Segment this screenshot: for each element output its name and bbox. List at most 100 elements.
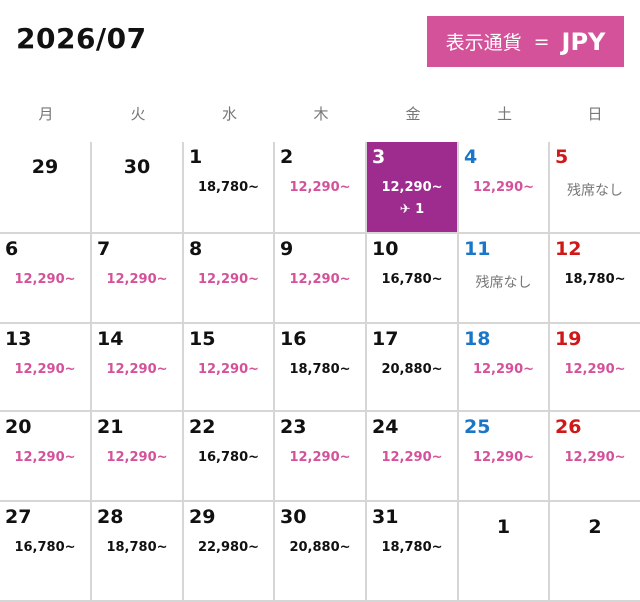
day-number: 27 xyxy=(5,506,32,528)
day-number: 23 xyxy=(280,416,307,438)
day-number: 10 xyxy=(372,238,399,260)
fare-price: 16,780~ xyxy=(381,272,443,287)
day-number: 2 xyxy=(588,516,602,538)
day-number: 6 xyxy=(5,238,19,260)
day-cell[interactable]: 13 12,290~ xyxy=(0,324,92,412)
fare-price: 12,290~ xyxy=(106,450,168,465)
currency-label: 表示通貨 xyxy=(445,32,522,54)
sold-out-label: 残席なし xyxy=(567,183,623,199)
day-cell[interactable]: 4 12,290~ xyxy=(459,142,550,234)
flight-count: ✈ 1 xyxy=(399,202,425,217)
day-number: 19 xyxy=(555,328,582,350)
day-cell[interactable]: 23 12,290~ xyxy=(275,412,367,502)
day-cell[interactable]: 6 12,290~ xyxy=(0,234,92,324)
day-number: 31 xyxy=(372,506,399,528)
day-cell[interactable]: 29 22,980~ xyxy=(184,502,275,602)
day-cell[interactable]: 8 12,290~ xyxy=(184,234,275,324)
day-cell: 1 xyxy=(459,502,550,602)
fare-price: 12,290~ xyxy=(381,450,443,465)
day-number: 12 xyxy=(555,238,582,260)
day-number: 22 xyxy=(189,416,216,438)
fare-price: 12,290~ xyxy=(472,450,535,465)
fare-price: 12,290~ xyxy=(106,272,168,287)
fare-price: 12,290~ xyxy=(106,362,168,377)
day-cell[interactable]: 11 残席なし xyxy=(459,234,550,324)
day-cell[interactable]: 9 12,290~ xyxy=(275,234,367,324)
day-number: 29 xyxy=(31,156,59,178)
day-number: 11 xyxy=(464,238,491,260)
day-cell[interactable]: 24 12,290~ xyxy=(367,412,459,502)
day-cell[interactable]: 14 12,290~ xyxy=(92,324,184,412)
day-cell[interactable]: 19 12,290~ xyxy=(550,324,640,412)
day-cell[interactable]: 12 18,780~ xyxy=(550,234,640,324)
fare-price: 18,780~ xyxy=(289,362,351,377)
day-number: 1 xyxy=(496,516,511,538)
calendar-header: 2026/07 表示通貨 = JPY xyxy=(0,0,640,84)
weekday-label: 金 xyxy=(405,104,421,123)
fare-price: 12,290~ xyxy=(197,362,260,377)
day-cell[interactable]: 30 20,880~ xyxy=(275,502,367,602)
fare-price: 12,290~ xyxy=(472,180,535,195)
fare-price: 20,880~ xyxy=(289,540,351,555)
fare-price: 12,290~ xyxy=(564,450,626,465)
day-cell[interactable]: 15 12,290~ xyxy=(184,324,275,412)
month-title: 2026/07 xyxy=(16,22,147,55)
day-cell[interactable]: 26 12,290~ xyxy=(550,412,640,502)
calendar-grid: 29 30 1 18,780~ 2 12,290~ 3 12,290~ ✈ 1 4 12,290~ 5… xyxy=(0,142,640,602)
day-cell[interactable]: 22 16,780~ xyxy=(184,412,275,502)
day-number: 5 xyxy=(555,146,569,168)
day-number: 7 xyxy=(97,238,111,260)
day-number: 28 xyxy=(97,506,124,528)
weekday-label: 火 xyxy=(130,104,146,123)
day-cell[interactable]: 20 12,290~ xyxy=(0,412,92,502)
day-number: 25 xyxy=(464,416,491,438)
day-cell[interactable]: 10 16,780~ xyxy=(367,234,459,324)
day-cell[interactable]: 2 12,290~ xyxy=(275,142,367,234)
fare-price: 16,780~ xyxy=(197,450,260,465)
fare-price: 12,290~ xyxy=(14,450,76,465)
sold-out-label: 残席なし xyxy=(475,275,532,291)
day-cell[interactable]: 7 12,290~ xyxy=(92,234,184,324)
fare-price: 18,780~ xyxy=(197,180,260,195)
fare-price: 12,290~ xyxy=(14,272,76,287)
day-cell[interactable]: 27 16,780~ xyxy=(0,502,92,602)
day-number: 29 xyxy=(189,506,216,528)
day-number: 18 xyxy=(464,328,491,350)
weekday-label: 水 xyxy=(221,104,237,123)
day-number: 15 xyxy=(189,328,216,350)
day-number: 2 xyxy=(280,146,294,168)
weekday-header-row: 月火水木金土日 xyxy=(0,84,640,142)
fare-price: 12,290~ xyxy=(472,362,535,377)
currency-button[interactable]: 表示通貨 = JPY xyxy=(427,16,624,67)
day-number: 3 xyxy=(372,146,386,168)
day-number: 20 xyxy=(5,416,32,438)
day-cell: 30 xyxy=(92,142,184,234)
day-number: 4 xyxy=(464,146,478,168)
day-cell[interactable]: 18 12,290~ xyxy=(459,324,550,412)
day-number: 30 xyxy=(280,506,307,528)
fare-price: 18,780~ xyxy=(381,540,443,555)
day-cell[interactable]: 5 残席なし xyxy=(550,142,640,234)
day-cell[interactable]: 28 18,780~ xyxy=(92,502,184,602)
fare-price: 12,290~ xyxy=(197,272,260,287)
fare-price: 12,290~ xyxy=(14,362,76,377)
day-number: 17 xyxy=(372,328,399,350)
day-number: 14 xyxy=(97,328,124,350)
day-number: 30 xyxy=(123,156,151,178)
day-number: 13 xyxy=(5,328,32,350)
day-number: 24 xyxy=(372,416,399,438)
fare-price: 18,780~ xyxy=(564,272,626,287)
day-number: 21 xyxy=(97,416,124,438)
day-cell[interactable]: 17 20,880~ xyxy=(367,324,459,412)
fare-price: 12,290~ xyxy=(289,180,351,195)
fare-price: 22,980~ xyxy=(197,540,260,555)
day-cell[interactable]: 31 18,780~ xyxy=(367,502,459,602)
day-cell[interactable]: 21 12,290~ xyxy=(92,412,184,502)
selected-day-cell[interactable]: 3 12,290~ ✈ 1 xyxy=(367,142,459,234)
day-number: 9 xyxy=(280,238,294,260)
day-cell[interactable]: 16 18,780~ xyxy=(275,324,367,412)
day-cell[interactable]: 1 18,780~ xyxy=(184,142,275,234)
day-cell[interactable]: 25 12,290~ xyxy=(459,412,550,502)
fare-price: 12,290~ xyxy=(381,180,443,195)
currency-code: JPY xyxy=(561,27,606,56)
